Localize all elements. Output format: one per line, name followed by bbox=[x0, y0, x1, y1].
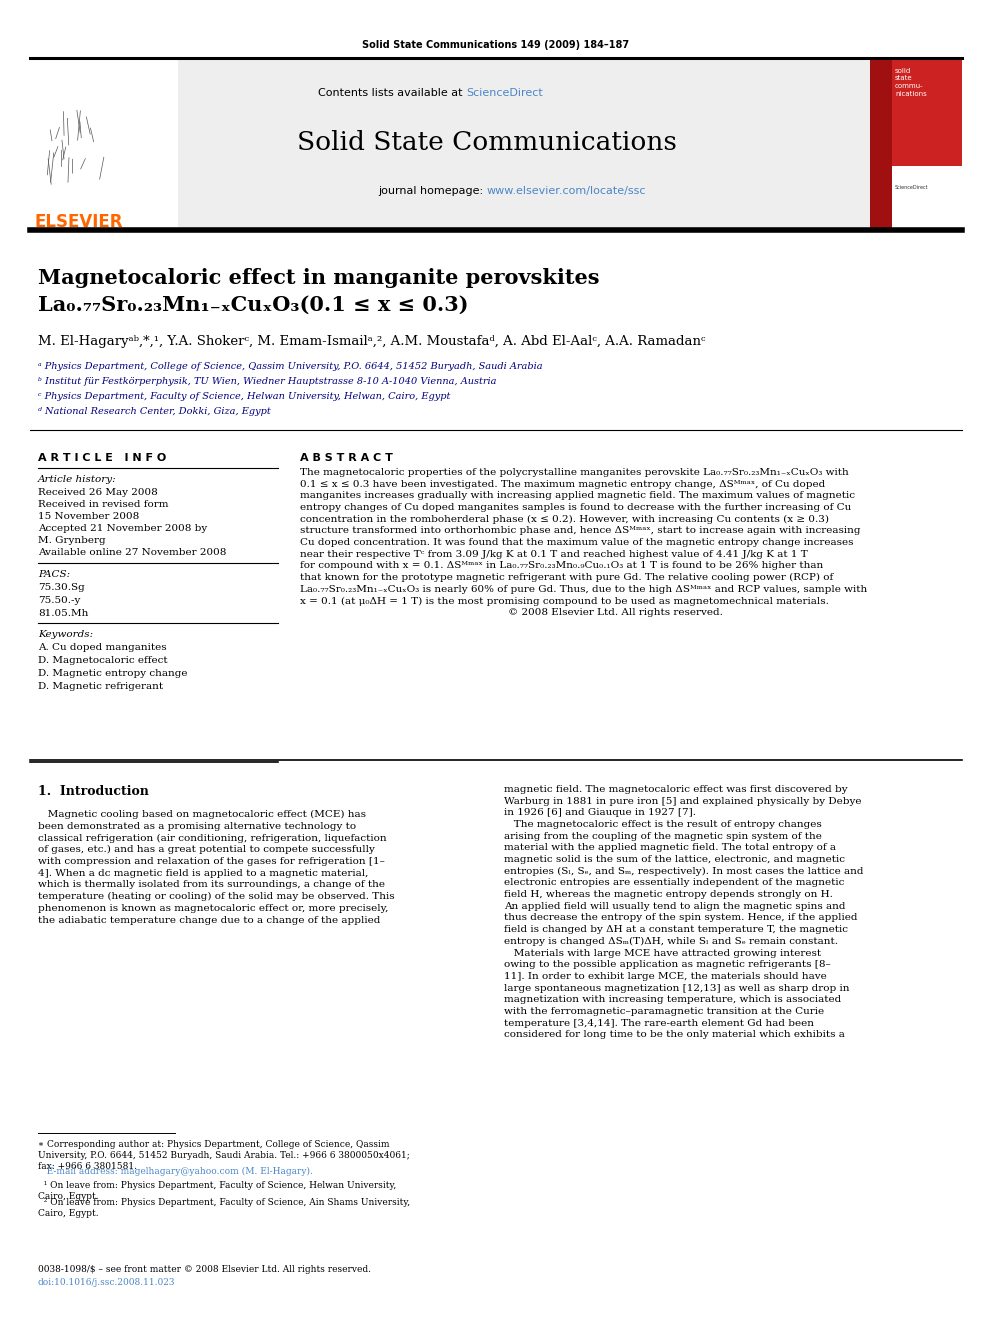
Text: 81.05.Mh: 81.05.Mh bbox=[38, 609, 88, 618]
Text: E-mail address: magelhagary@yahoo.com (M. El-Hagary).: E-mail address: magelhagary@yahoo.com (M… bbox=[38, 1167, 312, 1176]
Text: Article history:: Article history: bbox=[38, 475, 117, 484]
Text: The magnetocaloric properties of the polycrystalline manganites perovskite La₀.₇: The magnetocaloric properties of the pol… bbox=[300, 468, 867, 618]
Text: Magnetic cooling based on magnetocaloric effect (MCE) has
been demonstrated as a: Magnetic cooling based on magnetocaloric… bbox=[38, 810, 395, 925]
Bar bbox=[30, 58, 178, 230]
Text: D. Magnetocaloric effect: D. Magnetocaloric effect bbox=[38, 656, 168, 665]
Bar bbox=[30, 58, 870, 230]
Text: Received in revised form: Received in revised form bbox=[38, 500, 169, 509]
Text: Available online 27 November 2008: Available online 27 November 2008 bbox=[38, 548, 226, 557]
Text: ² On leave from: Physics Department, Faculty of Science, Ain Shams University,
C: ² On leave from: Physics Department, Fac… bbox=[38, 1199, 410, 1218]
Text: A R T I C L E   I N F O: A R T I C L E I N F O bbox=[38, 452, 167, 463]
Text: Accepted 21 November 2008 by: Accepted 21 November 2008 by bbox=[38, 524, 207, 533]
Text: Magnetocaloric effect in manganite perovskites: Magnetocaloric effect in manganite perov… bbox=[38, 269, 599, 288]
Text: M. El-Hagaryᵃᵇ,*,¹, Y.A. Shokerᶜ, M. Emam-Ismailᵃ,², A.M. Moustafaᵈ, A. Abd El-A: M. El-Hagaryᵃᵇ,*,¹, Y.A. Shokerᶜ, M. Ema… bbox=[38, 335, 705, 348]
Text: ScienceDirect: ScienceDirect bbox=[895, 185, 929, 191]
Text: A B S T R A C T: A B S T R A C T bbox=[300, 452, 393, 463]
Bar bbox=[892, 165, 962, 230]
Text: 75.50.-y: 75.50.-y bbox=[38, 595, 80, 605]
Text: ᵈ National Research Center, Dokki, Giza, Egypt: ᵈ National Research Center, Dokki, Giza,… bbox=[38, 407, 271, 415]
Bar bbox=[870, 58, 962, 230]
Text: 75.30.Sg: 75.30.Sg bbox=[38, 583, 84, 591]
Text: 15 November 2008: 15 November 2008 bbox=[38, 512, 139, 521]
Text: Solid State Communications 149 (2009) 184–187: Solid State Communications 149 (2009) 18… bbox=[362, 40, 630, 50]
Text: ∗ Corresponding author at: Physics Department, College of Science, Qassim
Univer: ∗ Corresponding author at: Physics Depar… bbox=[38, 1140, 410, 1171]
Text: 0038-1098/$ – see front matter © 2008 Elsevier Ltd. All rights reserved.: 0038-1098/$ – see front matter © 2008 El… bbox=[38, 1265, 371, 1274]
Text: solid
state
commu-
nications: solid state commu- nications bbox=[895, 67, 927, 97]
Text: M. Grynberg: M. Grynberg bbox=[38, 536, 105, 545]
Text: Received 26 May 2008: Received 26 May 2008 bbox=[38, 488, 158, 497]
Text: journal homepage:: journal homepage: bbox=[378, 187, 487, 196]
Text: Solid State Communications: Solid State Communications bbox=[297, 130, 677, 155]
Text: D. Magnetic entropy change: D. Magnetic entropy change bbox=[38, 669, 187, 677]
Text: ScienceDirect: ScienceDirect bbox=[466, 89, 543, 98]
Text: ELSEVIER: ELSEVIER bbox=[35, 213, 123, 232]
Text: PACS:: PACS: bbox=[38, 570, 70, 579]
Text: Keywords:: Keywords: bbox=[38, 630, 93, 639]
Text: A. Cu doped manganites: A. Cu doped manganites bbox=[38, 643, 167, 652]
Text: La₀.₇₇Sr₀.₂₃Mn₁₋ₓCuₓO₃(0.1 ≤ x ≤ 0.3): La₀.₇₇Sr₀.₂₃Mn₁₋ₓCuₓO₃(0.1 ≤ x ≤ 0.3) bbox=[38, 295, 468, 315]
Text: magnetic field. The magnetocaloric effect was first discovered by
Warburg in 188: magnetic field. The magnetocaloric effec… bbox=[504, 785, 863, 1039]
Text: doi:10.1016/j.ssc.2008.11.023: doi:10.1016/j.ssc.2008.11.023 bbox=[38, 1278, 176, 1287]
Text: 1.  Introduction: 1. Introduction bbox=[38, 785, 149, 798]
Text: Contents lists available at: Contents lists available at bbox=[318, 89, 466, 98]
Text: ¹ On leave from: Physics Department, Faculty of Science, Helwan University,
Cair: ¹ On leave from: Physics Department, Fac… bbox=[38, 1181, 396, 1201]
Text: ᵇ Institut für Festkörperphysik, TU Wien, Wiedner Hauptstrasse 8-10 A-1040 Vienn: ᵇ Institut für Festkörperphysik, TU Wien… bbox=[38, 377, 497, 386]
Text: D. Magnetic refrigerant: D. Magnetic refrigerant bbox=[38, 681, 163, 691]
Text: ᵃ Physics Department, College of Science, Qassim University, P.O. 6644, 51452 Bu: ᵃ Physics Department, College of Science… bbox=[38, 363, 543, 370]
Bar bbox=[892, 58, 962, 165]
Text: www.elsevier.com/locate/ssc: www.elsevier.com/locate/ssc bbox=[487, 187, 647, 196]
Text: ᶜ Physics Department, Faculty of Science, Helwan University, Helwan, Cairo, Egyp: ᶜ Physics Department, Faculty of Science… bbox=[38, 392, 450, 401]
